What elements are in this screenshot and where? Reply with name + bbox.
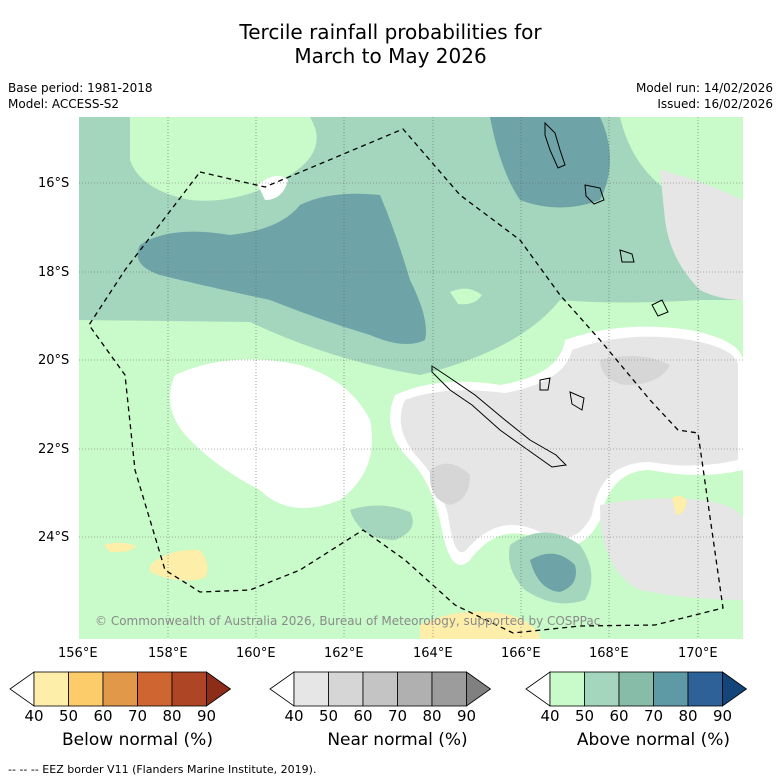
eez-footnote: -- -- -- EEZ border V11 (Flanders Marine… bbox=[8, 763, 317, 776]
legend-0-tick-70: 70 bbox=[127, 707, 148, 725]
legend-1-tick-70: 70 bbox=[387, 707, 408, 725]
eez-border bbox=[88, 128, 724, 634]
legend-0-swatch-5 bbox=[171, 671, 207, 707]
legend-0-tick-80: 80 bbox=[162, 707, 182, 725]
lat-label-24s: 24°S bbox=[38, 530, 70, 545]
copyright-notice: © Commonwealth of Australia 2026, Bureau… bbox=[95, 614, 601, 628]
legend-2-swatch-5 bbox=[687, 671, 723, 707]
region-near-normal-40 bbox=[400, 336, 738, 553]
region-above-60-central bbox=[137, 193, 426, 344]
legend-2-swatch-2 bbox=[584, 671, 620, 707]
model-name: Model: ACCESS-S2 bbox=[8, 97, 120, 111]
region-near-normal-50 bbox=[429, 463, 470, 505]
vanuatu-north-coast bbox=[544, 121, 566, 169]
graticule bbox=[79, 117, 743, 639]
legend-colorbars bbox=[9, 671, 748, 707]
region-above-40-islet bbox=[450, 288, 482, 305]
region-above-60-north bbox=[490, 117, 610, 208]
lon-label-162e: 162°E bbox=[324, 646, 364, 661]
legend-0-swatch-3 bbox=[102, 671, 138, 707]
legend-0-swatch-4 bbox=[137, 671, 173, 707]
legend-2-tick-40: 40 bbox=[540, 707, 560, 725]
lon-label-168e: 168°E bbox=[589, 646, 629, 661]
legend-1-swatch-4 bbox=[397, 671, 433, 707]
lat-label-16s: 16°S bbox=[38, 176, 70, 191]
legend-1-high-arrow bbox=[466, 671, 492, 707]
lon-label-160e: 160°E bbox=[236, 646, 276, 661]
lat-label-22s: 22°S bbox=[38, 442, 70, 457]
lat-label-20s: 20°S bbox=[38, 353, 70, 368]
region-near-normal-40-northeast bbox=[660, 170, 743, 300]
lon-label-158e: 158°E bbox=[148, 646, 188, 661]
legend-2-tick-70: 70 bbox=[643, 707, 664, 725]
legend-1-swatch-5 bbox=[431, 671, 467, 707]
legend-0-caption: Below normal (%) bbox=[62, 730, 213, 750]
region-near-normal-40-southeast bbox=[600, 498, 743, 600]
loyalty-islands-coast-b bbox=[569, 391, 585, 411]
legend-0-tick-60: 60 bbox=[93, 707, 113, 725]
region-above-60-south bbox=[530, 553, 576, 592]
legend-0-high-arrow bbox=[206, 671, 232, 707]
chart-title-line1: Tercile rainfall probabilities for bbox=[239, 20, 542, 44]
legend-2-tick-80: 80 bbox=[678, 707, 698, 725]
new-caledonia-coast bbox=[431, 365, 568, 468]
chart-title-line2: March to May 2026 bbox=[294, 44, 487, 68]
base-period: Base period: 1981-2018 bbox=[8, 81, 153, 95]
vanuatu-island-coast bbox=[584, 184, 605, 205]
region-above-40-northeast bbox=[620, 117, 743, 200]
model-run: Model run: 14/02/2026 bbox=[635, 81, 773, 95]
legend-1-tick-50: 50 bbox=[318, 707, 339, 725]
legend-0-low-arrow bbox=[9, 671, 35, 707]
island-coast-a bbox=[651, 299, 669, 317]
legend-2-high-arrow bbox=[722, 671, 748, 707]
legend-2-swatch-3 bbox=[618, 671, 654, 707]
region-near-normal-50-east bbox=[600, 356, 670, 385]
legend-0-swatch-2 bbox=[68, 671, 104, 707]
loyalty-islands-coast bbox=[539, 377, 551, 391]
lon-label-156e: 156°E bbox=[58, 646, 98, 661]
legend-2-tick-60: 60 bbox=[609, 707, 629, 725]
legend-1-tick-60: 60 bbox=[353, 707, 373, 725]
legend-1-tick-80: 80 bbox=[422, 707, 442, 725]
legend-2-caption: Above normal (%) bbox=[576, 730, 731, 750]
legend-1-swatch-2 bbox=[328, 671, 364, 707]
lat-label-18s: 18°S bbox=[38, 265, 70, 280]
vanuatu-south-coast bbox=[619, 249, 635, 263]
lon-label-164e: 164°E bbox=[413, 646, 453, 661]
lon-label-166e: 166°E bbox=[501, 646, 541, 661]
legend-0-tick-40: 40 bbox=[24, 707, 44, 725]
legend-1-swatch-1 bbox=[293, 671, 329, 707]
meta-right: Model run: 14/02/2026 Issued: 16/02/2026 bbox=[636, 80, 773, 112]
region-below-40-d bbox=[672, 495, 687, 515]
legend-0-tick-90: 90 bbox=[196, 707, 217, 725]
legend-1-tick-40: 40 bbox=[284, 707, 304, 725]
region-below-40-b bbox=[104, 542, 136, 553]
legend-2-swatch-4 bbox=[653, 671, 689, 707]
legend-0-tick-50: 50 bbox=[58, 707, 79, 725]
legend-2-tick-50: 50 bbox=[574, 707, 595, 725]
region-no-signal-west bbox=[170, 359, 372, 508]
meta-left: Base period: 1981-2018 Model: ACCESS-S2 bbox=[8, 80, 153, 112]
legend-2-swatch-1 bbox=[549, 671, 585, 707]
lon-label-170e: 170°E bbox=[678, 646, 718, 661]
legend-1-low-arrow bbox=[269, 671, 295, 707]
region-no-signal-north bbox=[258, 176, 288, 200]
legend-2-low-arrow bbox=[525, 671, 551, 707]
issued-date: Issued: 16/02/2026 bbox=[657, 97, 773, 111]
region-below-40-a bbox=[150, 549, 208, 581]
legend-0-swatch-1 bbox=[33, 671, 69, 707]
legend-2-tick-90: 90 bbox=[712, 707, 733, 725]
legend-1-tick-90: 90 bbox=[456, 707, 477, 725]
legend-1-caption: Near normal (%) bbox=[327, 730, 468, 750]
legend-1-swatch-3 bbox=[362, 671, 398, 707]
